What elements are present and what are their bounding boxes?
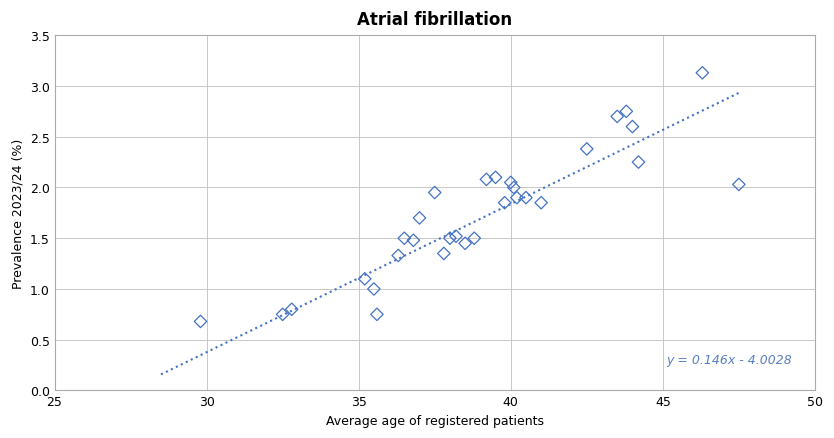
Point — [696, 70, 709, 77]
Point — [367, 286, 380, 293]
Point — [489, 174, 502, 181]
Point — [610, 113, 624, 120]
Point — [407, 237, 420, 244]
Y-axis label: Prevalence 2023/24 (%): Prevalence 2023/24 (%) — [11, 138, 24, 288]
Point — [468, 235, 481, 242]
Point — [358, 276, 371, 283]
Point — [193, 318, 207, 325]
Point — [620, 109, 633, 116]
Point — [428, 190, 441, 197]
Point — [413, 215, 426, 222]
Point — [391, 252, 404, 259]
Point — [632, 159, 646, 166]
Point — [437, 251, 450, 258]
Point — [732, 181, 746, 188]
Point — [504, 180, 517, 187]
Point — [285, 306, 299, 313]
Point — [520, 194, 533, 201]
Point — [626, 124, 639, 131]
Point — [535, 200, 548, 207]
Point — [498, 200, 511, 207]
Point — [480, 177, 493, 184]
Point — [507, 184, 520, 191]
Point — [398, 235, 411, 242]
Point — [450, 233, 463, 240]
Point — [370, 311, 384, 318]
Point — [510, 194, 524, 201]
Point — [580, 146, 594, 153]
Text: y = 0.146x - 4.0028: y = 0.146x - 4.0028 — [666, 353, 792, 366]
Point — [276, 311, 289, 318]
Title: Atrial fibrillation: Atrial fibrillation — [357, 11, 512, 29]
Point — [459, 240, 472, 247]
X-axis label: Average age of registered patients: Average age of registered patients — [326, 414, 544, 427]
Point — [443, 235, 456, 242]
